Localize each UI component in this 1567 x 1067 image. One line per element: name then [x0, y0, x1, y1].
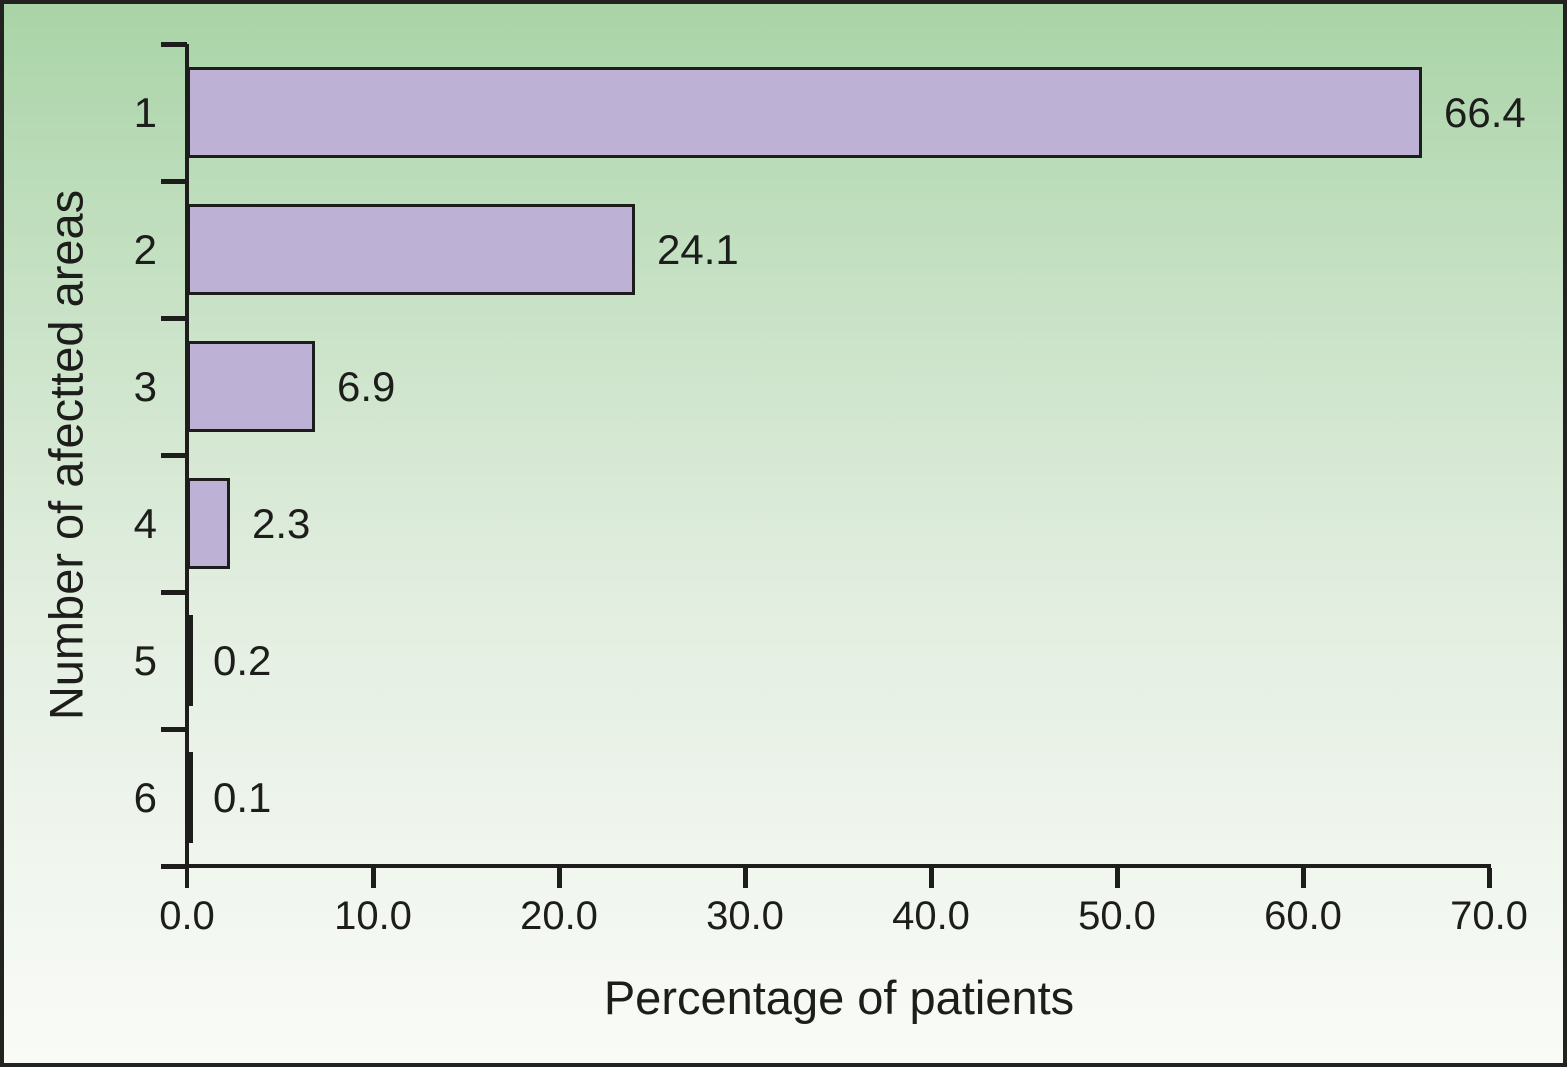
y-axis-tick	[161, 41, 187, 47]
bar-value-label: 66.4	[1444, 88, 1526, 136]
bar	[187, 204, 635, 295]
bar	[187, 752, 193, 843]
category-label: 4	[133, 499, 157, 547]
bar	[187, 67, 1422, 158]
x-axis-title: Percentage of patients	[603, 971, 1075, 1024]
x-axis-tick	[1114, 868, 1120, 888]
y-axis-tick	[161, 315, 187, 321]
x-axis-tick	[928, 868, 934, 888]
x-tick-label: 70.0	[1450, 894, 1528, 938]
category-label: 5	[133, 636, 157, 684]
x-tick-label: 10.0	[334, 894, 412, 938]
category-label: 2	[133, 225, 157, 273]
bar	[187, 341, 315, 432]
category-label: 1	[133, 88, 157, 136]
x-tick-label: 60.0	[1264, 894, 1342, 938]
y-axis-line	[185, 44, 189, 888]
category-label: 6	[133, 773, 157, 821]
x-tick-label: 30.0	[706, 894, 784, 938]
bar-value-label: 0.1	[213, 773, 272, 821]
y-axis-tick	[161, 726, 187, 732]
y-axis-tick	[161, 589, 187, 595]
y-axis-tick	[161, 452, 187, 458]
bar	[187, 615, 193, 706]
x-axis-tick	[556, 868, 562, 888]
bar-value-label: 24.1	[657, 225, 739, 273]
x-tick-label: 0.0	[159, 894, 215, 938]
x-tick-label: 50.0	[1078, 894, 1156, 938]
bar	[187, 478, 230, 569]
y-axis-tick	[161, 178, 187, 184]
bar-value-label: 2.3	[252, 499, 311, 547]
x-tick-label: 40.0	[892, 894, 970, 938]
x-tick-label: 20.0	[520, 894, 598, 938]
x-axis-line	[161, 864, 1491, 868]
x-axis-tick	[370, 868, 376, 888]
y-axis-tick	[161, 863, 187, 869]
bar-value-label: 6.9	[337, 362, 396, 410]
x-axis-tick	[1486, 868, 1492, 888]
category-label: 3	[133, 362, 157, 410]
bar-value-label: 0.2	[213, 636, 272, 684]
x-axis-tick	[1300, 868, 1306, 888]
x-axis-tick	[742, 868, 748, 888]
